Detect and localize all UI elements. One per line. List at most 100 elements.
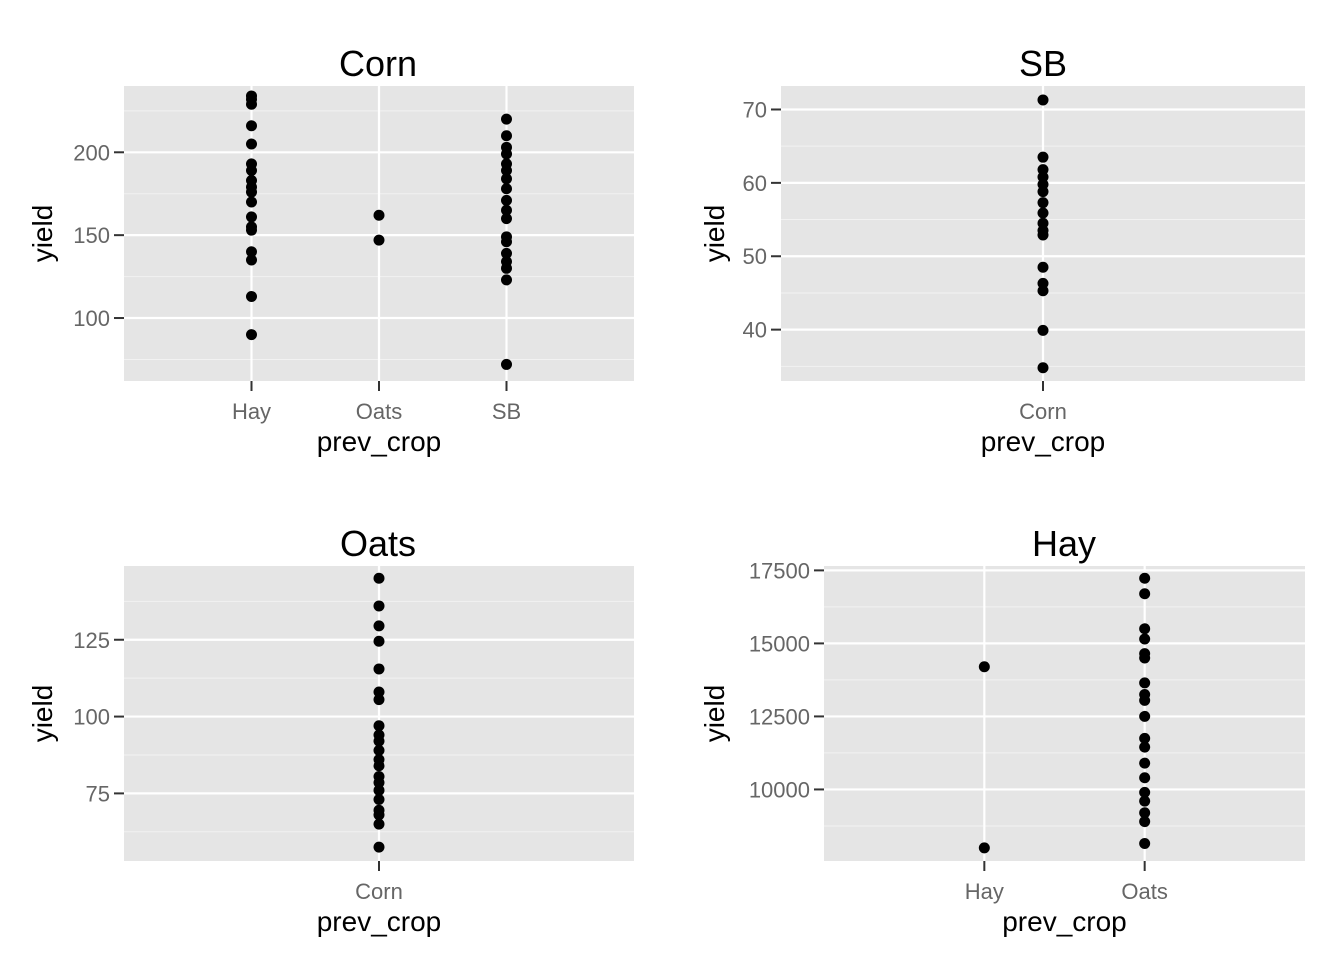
y-tick-label: 40: [743, 318, 767, 343]
data-point: [1139, 795, 1151, 807]
data-point: [246, 165, 257, 177]
panel-title: SB: [1019, 43, 1067, 84]
data-point: [1139, 633, 1151, 645]
x-tick-label: Corn: [1019, 399, 1067, 424]
data-point: [1037, 324, 1049, 336]
data-point: [373, 809, 385, 821]
data-point: [373, 694, 385, 706]
data-point: [373, 635, 385, 647]
data-point: [1037, 261, 1049, 273]
data-point: [1139, 677, 1151, 689]
y-axis-title: yield: [27, 685, 58, 743]
data-point: [1139, 786, 1151, 798]
data-point: [1037, 229, 1049, 241]
data-point: [373, 600, 385, 612]
data-point: [1037, 362, 1049, 374]
data-point: [373, 760, 385, 772]
data-point: [1037, 207, 1049, 219]
y-tick-label: 12500: [749, 704, 810, 729]
y-axis-title: yield: [27, 205, 58, 263]
data-point: [373, 818, 385, 830]
data-point: [501, 204, 512, 216]
x-axis-title: prev_crop: [317, 426, 442, 457]
y-tick-label: 100: [73, 306, 110, 331]
data-point: [246, 138, 257, 150]
plot-background: [824, 566, 1305, 861]
data-point: [501, 247, 512, 259]
data-point: [978, 661, 990, 673]
data-point: [501, 113, 512, 125]
data-point: [373, 841, 385, 853]
data-point: [373, 735, 385, 747]
data-point: [1037, 197, 1049, 209]
y-axis-title: yield: [699, 685, 730, 743]
data-point: [246, 290, 257, 302]
panel-corn: 100 150 200 Hay Oats SB Corn prev_crop yield: [27, 43, 634, 457]
x-axis-title: prev_crop: [981, 426, 1106, 457]
data-point: [373, 234, 385, 246]
x-tick-label: Oats: [1121, 879, 1167, 904]
data-point: [246, 186, 257, 198]
panel-oats: 75 100 125 Corn Oats prev_crop yield: [27, 523, 634, 937]
data-point: [501, 236, 512, 248]
data-point: [373, 744, 385, 756]
data-point: [501, 213, 512, 225]
data-point: [501, 148, 512, 160]
panel-sb: 40 50 60 70 Corn SB prev_crop yield: [699, 43, 1305, 457]
x-tick-label: Corn: [355, 879, 403, 904]
data-point: [246, 224, 257, 236]
data-point: [373, 663, 385, 675]
data-point: [1139, 710, 1151, 722]
data-point: [373, 784, 385, 796]
x-axis-title: prev_crop: [1002, 906, 1127, 937]
y-axis-title: yield: [699, 205, 730, 263]
data-point: [1139, 816, 1151, 828]
data-point: [246, 246, 257, 258]
y-tick-label: 125: [73, 628, 110, 653]
y-tick-label: 70: [743, 97, 767, 122]
x-tick-label: Oats: [356, 399, 402, 424]
data-point: [373, 720, 385, 732]
data-point: [1037, 151, 1049, 163]
data-point: [246, 196, 257, 208]
y-tick-label: 100: [73, 705, 110, 730]
data-point: [373, 794, 385, 806]
data-point: [1037, 94, 1049, 106]
y-tick-label: 200: [73, 140, 110, 165]
data-point: [501, 173, 512, 185]
data-point: [373, 620, 385, 632]
data-point: [501, 274, 512, 286]
y-tick-label: 75: [86, 781, 110, 806]
data-point: [1139, 652, 1151, 664]
data-point: [501, 262, 512, 274]
data-point: [373, 209, 385, 221]
panel-title: Hay: [1032, 523, 1096, 564]
y-tick-label: 50: [743, 244, 767, 269]
data-point: [501, 358, 512, 370]
y-tick-label: 15000: [749, 631, 810, 656]
x-tick-label: SB: [492, 399, 521, 424]
y-tick-label: 60: [743, 171, 767, 196]
data-point: [373, 572, 385, 584]
data-point: [1139, 588, 1151, 600]
y-tick-label: 150: [73, 223, 110, 248]
data-point: [501, 183, 512, 195]
data-point: [1139, 623, 1151, 635]
data-point: [978, 842, 990, 854]
data-point: [1139, 807, 1151, 819]
data-point: [246, 98, 257, 110]
y-tick-label: 10000: [749, 777, 810, 802]
panel-title: Corn: [339, 43, 417, 84]
x-tick-label: Hay: [965, 879, 1004, 904]
data-point: [1037, 285, 1049, 297]
data-point: [246, 254, 257, 266]
data-point: [501, 130, 512, 142]
data-point: [1139, 572, 1151, 584]
data-point: [246, 329, 257, 341]
x-axis-title: prev_crop: [317, 906, 442, 937]
data-point: [1139, 757, 1151, 769]
data-point: [1037, 186, 1049, 198]
y-tick-label: 17500: [749, 558, 810, 583]
data-point: [373, 777, 385, 789]
